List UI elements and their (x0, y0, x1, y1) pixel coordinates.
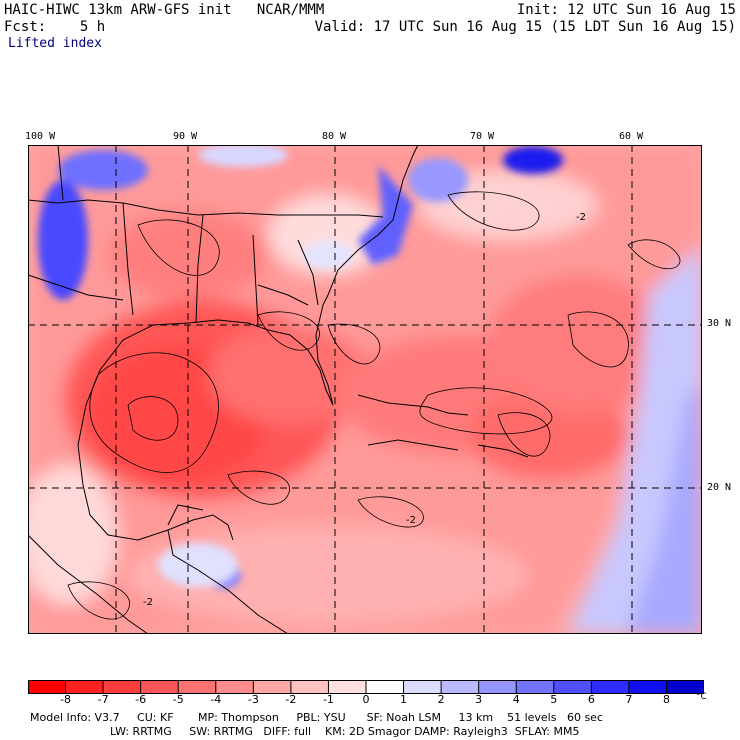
colorbar-cell (28, 680, 67, 694)
colorbar-tick-label: 6 (587, 693, 595, 706)
colorbar-cell (290, 680, 329, 694)
model-title: HAIC-HIWC 13km ARW-GFS init NCAR/MMM (4, 2, 325, 18)
colorbar-cell (215, 680, 254, 694)
footer-physics-info: LW: RRTMG SW: RRTMG DIFF: full KM: 2D Sm… (110, 725, 580, 738)
colorbar-tick-label: -1 (322, 693, 334, 706)
shading-layer (28, 145, 702, 634)
colorbar-tick-label: -2 (285, 693, 297, 706)
lat-label-30n: 30 N (707, 318, 732, 329)
colorbar-tick-label: 3 (475, 693, 483, 706)
contour-labels: -2 -2 -2 (143, 212, 586, 608)
footer-model-info: Model Info: V3.7 CU: KF MP: Thompson PBL… (30, 711, 603, 724)
colorbar-cell (140, 680, 179, 694)
colorbar-cell (178, 680, 217, 694)
contour-label: -2 (406, 515, 416, 526)
colorbar-tick-marks (65, 680, 667, 694)
colorbar-tick-label: -8 (60, 693, 72, 706)
lon-label-60w: 60 W (619, 131, 644, 142)
lon-label-80w: 80 W (322, 131, 347, 142)
colorbar (28, 680, 704, 694)
colorbar-cell (441, 680, 480, 694)
colorbar-cell (553, 680, 592, 694)
valid-time: Valid: 17 UTC Sun 16 Aug 15 (15 LDT Sun … (314, 19, 736, 35)
colorbar-tick-label: 7 (625, 693, 633, 706)
lat-lon-grid (28, 145, 702, 634)
init-time: Init: 12 UTC Sun 16 Aug 15 (516, 2, 736, 18)
colorbar-tick-label: 4 (512, 693, 520, 706)
colorbar-cell (403, 680, 442, 694)
colorbar-cell (666, 680, 704, 694)
colorbar-cells (28, 680, 704, 694)
contour-label: -2 (576, 212, 586, 223)
lon-label-90w: 90 W (173, 131, 198, 142)
colorbar-tick-label: 2 (437, 693, 445, 706)
colorbar-cell (516, 680, 555, 694)
colorbar-cell (253, 680, 292, 694)
field-name: Lifted index (8, 36, 102, 51)
colorbar-cell (478, 680, 517, 694)
coastlines (28, 145, 529, 634)
colorbar-tick-label: -4 (210, 693, 222, 706)
colorbar-cell (328, 680, 367, 694)
map-frame (28, 145, 702, 634)
forecast-hour: Fcst: 5 h (4, 19, 106, 35)
colorbar-tick-label: -5 (172, 693, 184, 706)
colorbar-cell (591, 680, 630, 694)
lon-label-70w: 70 W (470, 131, 495, 142)
colorbar-tick-label: 0 (362, 693, 370, 706)
colorbar-tick-label: -3 (247, 693, 259, 706)
colorbar-cell (366, 680, 405, 694)
colorbar-tick-label: 1 (400, 693, 408, 706)
lifted-index-map: -2 -2 -2 (28, 145, 702, 634)
colorbar-cell (628, 680, 667, 694)
colorbar-tick-label: -7 (97, 693, 109, 706)
contour-label: -2 (143, 597, 153, 608)
colorbar-cell (103, 680, 142, 694)
lon-label-100w: 100 W (25, 131, 56, 142)
colorbar-tick-label: 5 (550, 693, 558, 706)
colorbar-tick-label: -6 (135, 693, 147, 706)
contours (67, 191, 681, 620)
lat-label-20n: 20 N (707, 482, 732, 493)
colorbar-unit: °C (696, 692, 707, 702)
colorbar-cell (65, 680, 104, 694)
colorbar-tick-label: 8 (662, 693, 670, 706)
colorbar-frame (28, 680, 704, 694)
